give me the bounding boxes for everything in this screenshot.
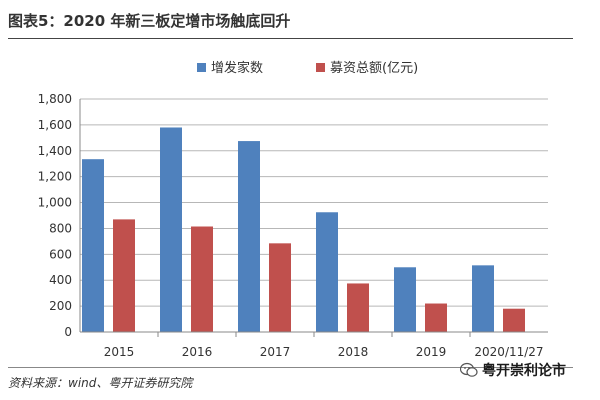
y-tick-label: 400	[49, 273, 72, 287]
bar-chart: 0 200 400 600 800 1,000 1,200 1,400 1,600 1,800 20…	[38, 60, 548, 359]
bar-amount-5	[503, 308, 525, 332]
legend-label-1: 募资总额(亿元)	[330, 61, 418, 76]
legend-swatch-0	[197, 63, 206, 72]
y-tick-label: 1,200	[38, 170, 72, 184]
watermark: 粤开崇利论市	[460, 360, 566, 380]
bar-count-3	[316, 212, 338, 332]
x-tick-label: 2019	[416, 345, 447, 359]
bar-count-5	[472, 265, 494, 332]
y-tick-label: 600	[49, 247, 72, 261]
y-tick-label: 0	[64, 325, 72, 339]
bar-count-1	[160, 127, 182, 332]
x-tick-label: 2020/11/27	[474, 345, 543, 359]
y-tick-label: 1,800	[38, 92, 72, 106]
bar-amount-3	[347, 283, 369, 332]
y-tick-label: 200	[49, 299, 72, 313]
bar-amount-0	[113, 219, 135, 332]
gridlines	[80, 98, 548, 307]
bar-amount-4	[425, 303, 447, 332]
bar-amount-2	[269, 243, 291, 332]
source-note: 资料来源：wind、粤开证券研究院	[8, 376, 193, 390]
watermark-text: 粤开崇利论市	[482, 363, 566, 379]
bar-amount-1	[191, 226, 213, 332]
bar-count-2	[238, 141, 260, 332]
x-tick-label: 2016	[182, 345, 213, 359]
y-tick-label: 1,400	[38, 144, 72, 158]
x-tick-label: 2018	[338, 345, 369, 359]
y-tick-label: 800	[49, 221, 72, 235]
x-tick-label: 2015	[104, 345, 135, 359]
y-tick-label: 1,000	[38, 196, 72, 210]
y-tick-label: 1,600	[38, 118, 72, 132]
legend-label-0: 增发家数	[211, 60, 263, 76]
wechat-icon	[460, 362, 478, 377]
bar-count-0	[82, 159, 104, 332]
x-tick-label: 2017	[260, 345, 291, 359]
chart-title: 图表5：2020 年新三板定增市场触底回升	[8, 12, 291, 30]
legend-swatch-1	[316, 63, 325, 72]
title-divider	[8, 38, 573, 39]
axes: 0 200 400 600 800 1,000 1,200 1,400 1,600 1,800 20…	[38, 92, 548, 359]
legend: 增发家数 募资总额(亿元)	[197, 60, 418, 76]
bars	[82, 127, 525, 332]
bar-count-4	[394, 267, 416, 332]
footer-divider	[8, 367, 573, 368]
